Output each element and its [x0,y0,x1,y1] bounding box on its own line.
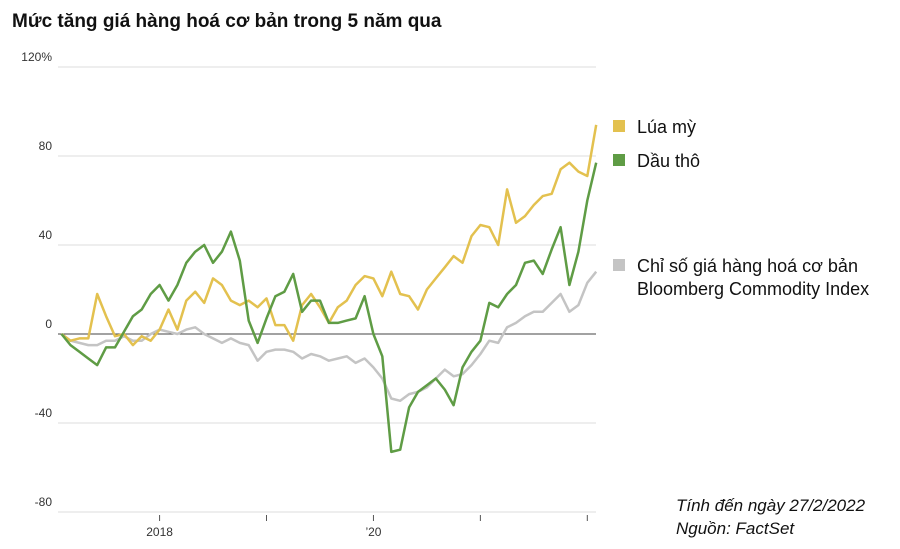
series-line [60,270,598,403]
note: Tính đến ngày 27/2/2022 [676,496,866,515]
legend-swatch [613,259,625,271]
y-tick-label: 40 [39,228,53,242]
y-tick-label: 80 [39,139,53,153]
legend-label: Chỉ số giá hàng hoá cơ bản Bloomberg Com… [637,256,870,299]
y-tick-label: 0 [45,317,52,331]
note: Nguồn: FactSet [676,519,795,538]
legend-swatch [613,120,625,132]
x-tick-label: 2018 [146,525,173,539]
chart-title: Mức tăng giá hàng hoá cơ bản trong 5 năm… [12,11,442,32]
y-tick-label: -80 [35,495,53,509]
legend-item: Chỉ số giá hàng hoá cơ bản Bloomberg Com… [613,255,887,301]
legend-swatch [613,154,625,166]
legend-label: Lúa mỳ [637,117,697,137]
x-tick-label: ’20 [365,525,381,539]
series-line [60,162,598,454]
series-line [60,124,598,347]
y-tick-label: 120% [21,50,52,64]
legend-label: Dầu thô [637,151,701,171]
legend-item: Lúa mỳ [613,116,887,139]
y-tick-label: -40 [35,406,53,420]
legend-item: Dầu thô [613,150,887,173]
